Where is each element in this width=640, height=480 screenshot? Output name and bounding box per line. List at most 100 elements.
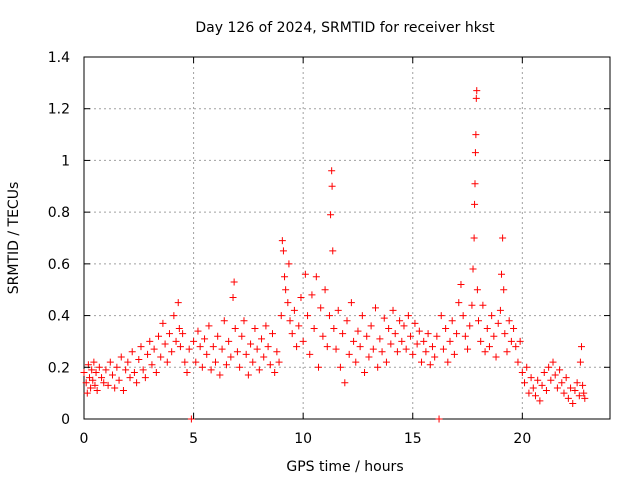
data-point: [343, 317, 351, 325]
data-point: [518, 368, 526, 376]
data-point: [295, 322, 303, 330]
data-point: [317, 304, 325, 312]
data-point: [319, 332, 327, 340]
data-point: [385, 325, 393, 332]
data-point: [573, 379, 581, 387]
data-point: [230, 278, 238, 286]
data-point: [253, 345, 261, 353]
data-point: [529, 384, 537, 392]
y-tick-label: 1: [61, 153, 70, 169]
data-point: [444, 358, 452, 366]
data-point: [402, 345, 410, 353]
data-point: [481, 348, 489, 356]
data-point: [576, 358, 584, 366]
data-point: [115, 376, 123, 384]
data-point: [578, 343, 586, 351]
data-point: [137, 343, 145, 351]
data-point: [556, 366, 564, 374]
chart-title: Day 126 of 2024, SRMTID for receiver hks…: [195, 20, 495, 36]
data-point: [569, 399, 577, 407]
data-point: [468, 301, 476, 309]
data-point: [485, 343, 493, 351]
data-point: [301, 270, 309, 278]
data-point: [229, 293, 237, 301]
data-point: [304, 312, 312, 320]
data-point: [155, 332, 163, 340]
data-point: [382, 358, 390, 366]
data-point: [418, 358, 426, 366]
data-point: [501, 330, 509, 338]
data-point: [437, 312, 445, 320]
data-point: [507, 337, 515, 345]
data-point: [336, 363, 344, 371]
data-point: [341, 379, 349, 387]
y-tick-label: 1.4: [48, 50, 70, 66]
data-point: [503, 348, 511, 356]
data-point: [282, 286, 290, 294]
x-tick-label: 10: [294, 431, 312, 447]
data-point: [505, 317, 513, 325]
data-point: [549, 358, 557, 366]
data-point: [358, 312, 366, 320]
data-point: [426, 361, 434, 369]
data-point: [135, 356, 143, 364]
data-point: [400, 322, 408, 330]
data-point: [538, 381, 546, 389]
data-point: [387, 340, 395, 348]
data-point: [327, 211, 335, 219]
data-point: [251, 325, 259, 332]
data-point: [172, 337, 180, 345]
data-point: [126, 374, 134, 382]
data-point: [380, 314, 388, 322]
data-point: [92, 368, 100, 376]
data-point: [580, 389, 588, 397]
x-tick-labels: 0 5 10 15 20: [80, 431, 532, 447]
data-point: [312, 273, 320, 281]
data-point: [174, 299, 182, 307]
data-point: [361, 368, 369, 376]
data-point: [560, 389, 568, 397]
data-point: [553, 384, 561, 392]
data-point: [122, 366, 130, 374]
data-point: [271, 368, 279, 376]
data-point: [117, 353, 125, 361]
data-point: [542, 387, 550, 395]
data-point: [88, 366, 96, 374]
data-point: [378, 348, 386, 356]
data-point: [376, 335, 384, 343]
data-point: [124, 358, 132, 366]
data-point: [290, 306, 298, 314]
data-point: [102, 366, 110, 374]
data-point: [90, 358, 98, 366]
data-point: [185, 345, 193, 353]
data-point: [347, 299, 355, 307]
data-point: [450, 350, 458, 358]
data-point: [201, 335, 209, 343]
data-point: [404, 312, 412, 320]
data-point: [141, 374, 149, 382]
data-point: [562, 374, 570, 382]
data-point: [214, 332, 222, 340]
data-point: [567, 384, 575, 392]
data-point: [288, 330, 296, 338]
data-point: [457, 281, 465, 289]
data-point: [157, 353, 165, 361]
data-point: [258, 335, 266, 343]
data-point: [82, 379, 90, 387]
data-point: [374, 363, 382, 371]
data-point: [475, 317, 482, 325]
data-point: [339, 330, 347, 338]
data-point: [159, 319, 167, 327]
data-point: [128, 348, 136, 356]
data-point: [176, 343, 184, 351]
data-point: [146, 337, 154, 345]
data-point: [220, 317, 228, 325]
data-point: [490, 332, 498, 340]
data-point: [163, 358, 171, 366]
data-point: [499, 234, 507, 242]
data-point: [479, 301, 487, 309]
x-tick-label: 0: [80, 431, 89, 447]
data-point: [152, 368, 160, 376]
data-point: [459, 312, 467, 320]
data-point: [240, 317, 248, 325]
